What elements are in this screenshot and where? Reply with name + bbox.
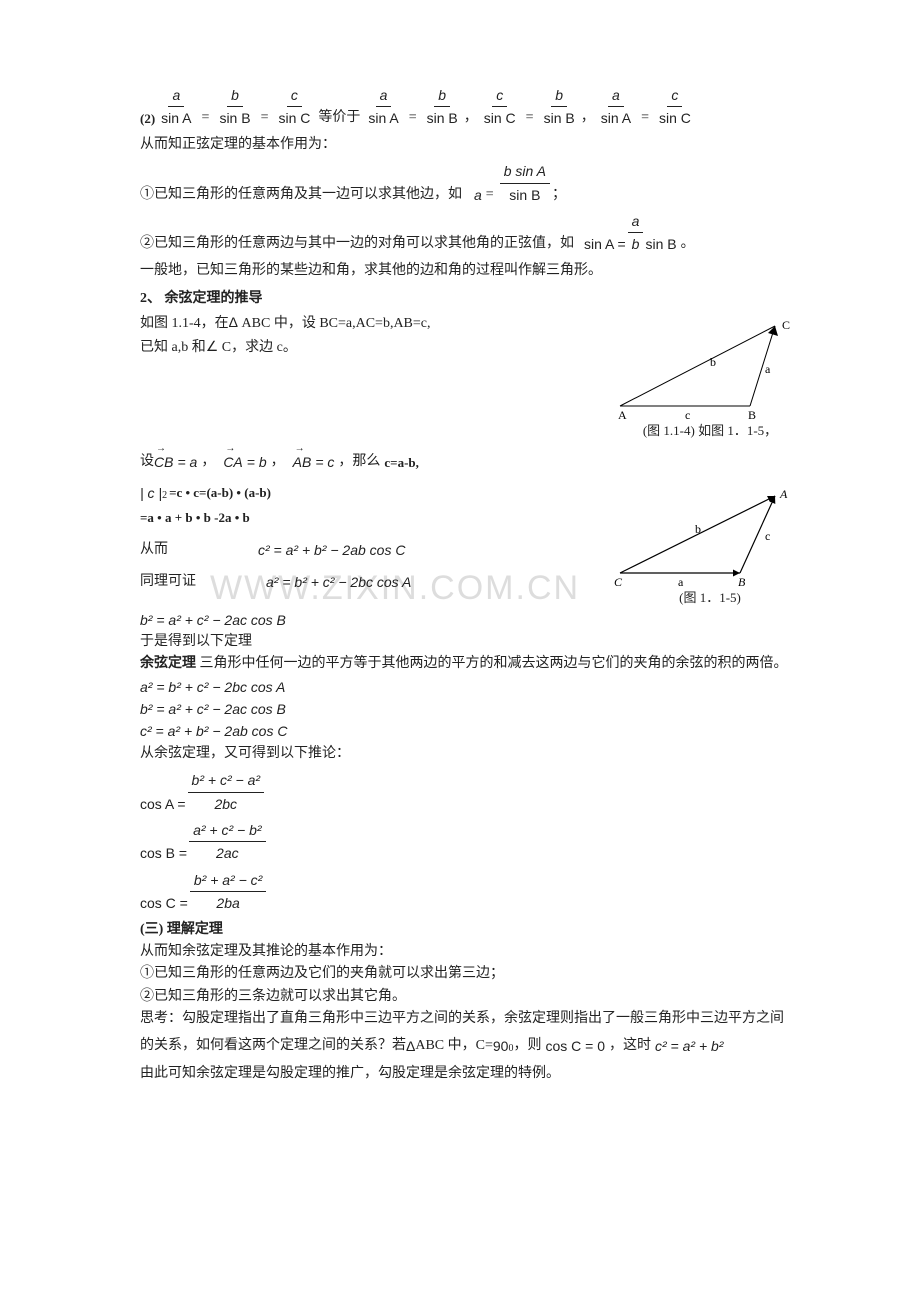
svg-text:B: B <box>738 575 746 588</box>
text-t7: 已知 a,b 和∠ C，求边 c。 <box>140 335 600 359</box>
svg-text:A: A <box>618 408 627 421</box>
text-equiv: 等价于 <box>318 107 360 129</box>
svg-text:a: a <box>678 575 684 588</box>
eq-cosB: cos B = a² + c² − b²2ac <box>140 819 820 865</box>
eq-cosC: cos C = b² + a² − c²2ba <box>140 869 820 915</box>
figure-2: C B A a b c (图 1．1-5) <box>600 478 820 609</box>
text-t6: 如图 1.1-4，在Δ ABC 中，设 BC=a,AC=b,AB=c, <box>140 311 600 335</box>
svg-text:A: A <box>779 487 788 501</box>
text-t17: ①已知三角形的任意两边及它们的夹角就可以求出第三边； <box>140 963 820 985</box>
text-t16: 从而知余弦定理及其推论的基本作用为： <box>140 941 820 963</box>
line-t10: =a • a + b • b -2a • b <box>140 508 600 529</box>
text-t5: 一般地，已知三角形的某些边和角，求其他的边和角的过程叫作解三角形。 <box>140 260 820 282</box>
line-eq1: (2) asin A = bsin B = csin C 等价于 asin A … <box>140 84 820 130</box>
line-t9: | c |2 =c • c=(a-b) • (a-b) <box>140 482 600 504</box>
heading-section3: (三) 理解定理 <box>140 919 820 941</box>
eq-B: b² = a² + c² − 2ac cos B <box>140 698 820 720</box>
svg-text:C: C <box>614 575 623 588</box>
text-t13: 于是得到以下定理 <box>140 631 820 653</box>
text-t18: ②已知三角形的三条边就可以求出其它角。 <box>140 986 820 1008</box>
text-t15: 从余弦定理，又可得到以下推论： <box>140 743 820 765</box>
figure-1: A B C a b c (图 1.1-4) 如图 1．1-5， <box>600 311 820 442</box>
line-t8: 设 CB= a ， CA= b ， AB= c ，那么 c=a-b, <box>140 451 820 473</box>
line-t3: ①已知三角形的任意两角及其一边可以求其他边，如 a= b sin Asin B … <box>140 160 820 206</box>
svg-text:b: b <box>695 522 701 536</box>
heading-cosine: 2、 余弦定理的推导 <box>140 288 820 310</box>
line-t4: ②已知三角形的任意两边与其中一边的对角可以求其他角的正弦值，如 sin A = … <box>140 210 820 256</box>
svg-text:b: b <box>710 355 716 369</box>
text-t20: 的关系，如何看这两个定理之间的关系？若 Δ ABC 中，C= 900 ，则 co… <box>140 1035 820 1057</box>
line-eqc2: 从而 c² = a² + b² − 2ab cos C <box>140 539 600 561</box>
prefix-2: (2) <box>140 109 155 130</box>
text-t19: 思考：勾股定理指出了直角三角形中三边平方之间的关系，余弦定理则指出了一般三角形中… <box>140 1008 820 1030</box>
svg-text:B: B <box>748 408 756 421</box>
eq-cosA: cos A = b² + c² − a²2bc <box>140 769 820 815</box>
caption-1: (图 1.1-4) 如图 1．1-5， <box>600 421 820 442</box>
svg-text:c: c <box>685 408 690 421</box>
svg-text:a: a <box>765 362 771 376</box>
caption-2: (图 1．1-5) <box>600 588 820 609</box>
eq-C: c² = a² + b² − 2ab cos C <box>140 720 820 742</box>
text-t21: 由此可知余弦定理是勾股定理的推广，勾股定理是余弦定理的特例。 <box>140 1063 820 1085</box>
eq-A: a² = b² + c² − 2bc cos A <box>140 676 820 698</box>
text-t2: 从而知正弦定理的基本作用为： <box>140 134 820 156</box>
svg-text:c: c <box>765 529 770 543</box>
line-eqa2: WWW.ZIXIN.COM.CN 同理可证 a² = b² + c² − 2bc… <box>140 571 600 593</box>
svg-text:C: C <box>782 318 790 332</box>
text-t14: 余弦定理 三角形中任何一边的平方等于其他两边的平方的和减去这两边与它们的夹角的余… <box>140 653 820 675</box>
